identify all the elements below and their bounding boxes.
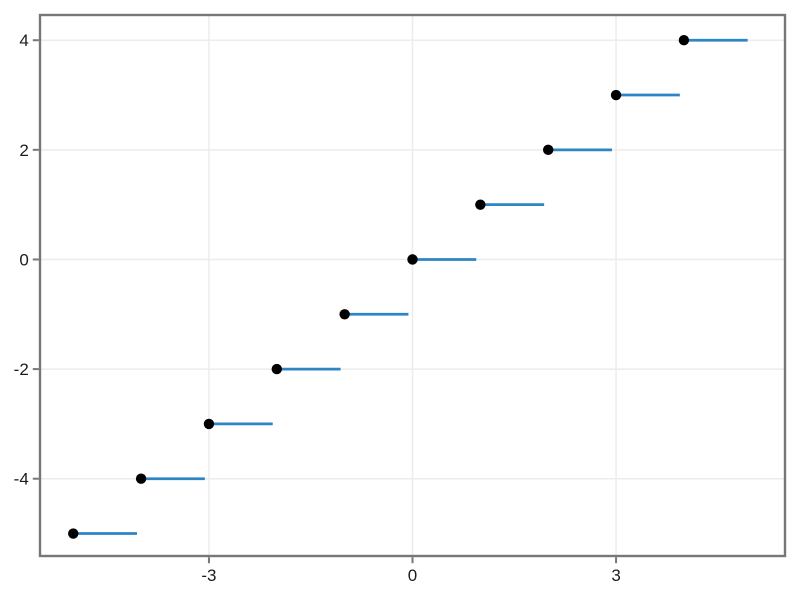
y-tick-label: 4: [19, 31, 28, 50]
step-dot: [678, 35, 690, 46]
y-tick-label: -2: [14, 360, 29, 379]
step-dot: [475, 199, 486, 210]
x-tick-label: 3: [611, 566, 620, 585]
step-dot: [135, 473, 147, 484]
x-tick-label: 0: [408, 566, 417, 585]
step-dot: [68, 528, 79, 539]
step-dot: [610, 89, 622, 101]
step-dot: [271, 363, 282, 375]
y-tick-label: 2: [19, 141, 28, 160]
step-dot: [407, 254, 418, 265]
step-dot: [339, 309, 350, 320]
step-dot: [203, 418, 215, 430]
plot-frame: [38, 13, 787, 558]
step-dot: [543, 144, 554, 156]
x-tick-label: -3: [201, 566, 216, 585]
y-tick-label: 0: [19, 250, 28, 269]
y-tick-label: -4: [14, 470, 29, 489]
